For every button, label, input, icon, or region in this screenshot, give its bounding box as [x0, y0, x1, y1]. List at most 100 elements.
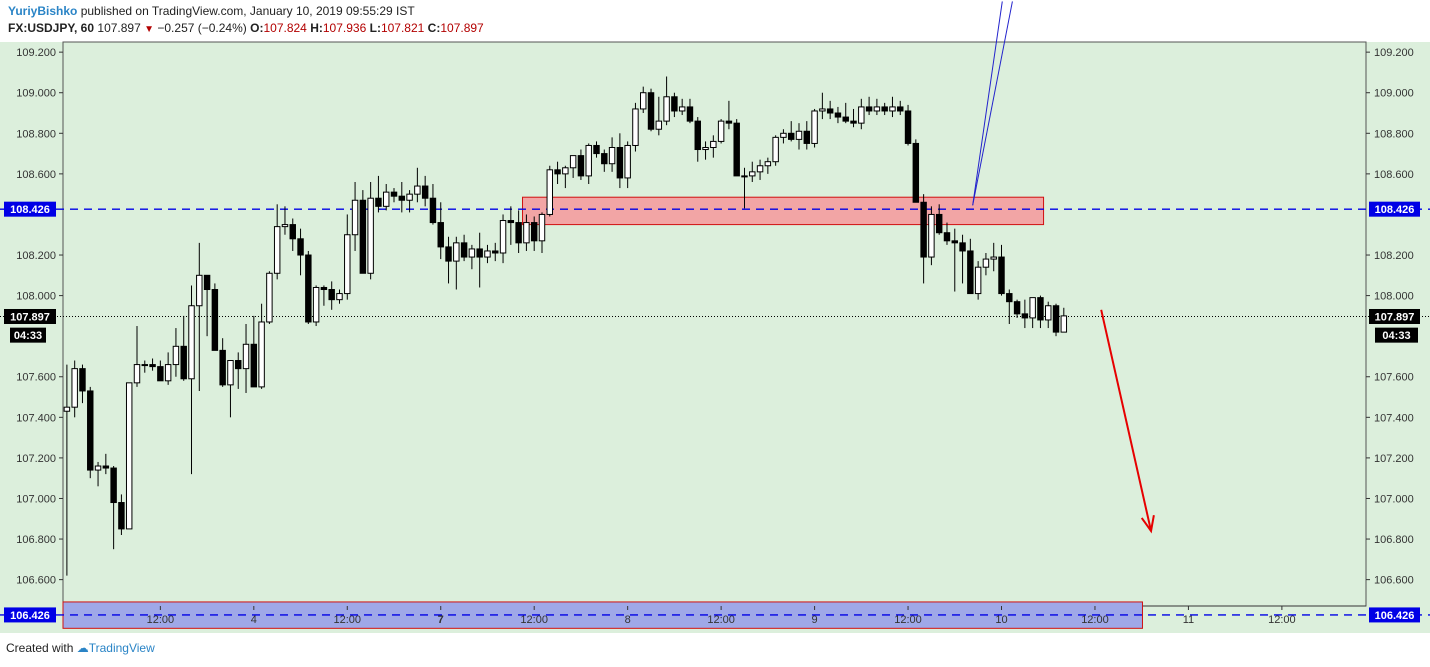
candle-body	[312, 286, 320, 323]
x-tick-label: 8	[625, 614, 631, 626]
candle-7	[118, 494, 125, 535]
candle-body	[1013, 301, 1021, 315]
candle-86	[733, 119, 740, 177]
x-tick-label: 7	[438, 614, 444, 626]
candle-body	[904, 110, 912, 144]
candle-106	[889, 96, 896, 118]
candle-127	[1052, 303, 1060, 337]
y-tick-label-left: 109.000	[16, 88, 56, 100]
candle-62	[546, 165, 554, 217]
candle-72	[624, 141, 631, 189]
candle-body	[460, 242, 468, 258]
candle-116	[967, 238, 974, 295]
candle-body	[897, 106, 904, 112]
candle-53	[476, 232, 483, 288]
candle-body	[499, 220, 507, 254]
y-tick-label-left: 106.600	[16, 575, 56, 587]
candle-41	[382, 184, 390, 211]
tradingview-logo-icon[interactable]: ☁	[76, 641, 89, 655]
candle-body	[928, 213, 935, 258]
y-tick-label-right: 109.200	[1374, 47, 1414, 59]
candle-body	[974, 266, 982, 295]
candle-body	[647, 92, 655, 130]
y-tick-label-right: 108.800	[1374, 128, 1414, 140]
candle-body	[328, 289, 335, 301]
x-tick-label: 12:00	[334, 614, 362, 626]
candle-body	[546, 169, 554, 215]
candle-31	[305, 250, 312, 324]
y-tick-label-right: 107.200	[1374, 453, 1414, 465]
candle-body	[320, 286, 328, 291]
x-tick-label: 12:00	[894, 614, 922, 626]
level-tag-0-left	[4, 201, 56, 217]
y-tick-label-left: 109.200	[16, 47, 56, 59]
candle-85	[725, 100, 733, 130]
y-tick-label-right: 108.200	[1374, 250, 1414, 262]
candle-body	[671, 96, 678, 112]
candle-body	[826, 108, 834, 114]
candle-body	[1052, 305, 1060, 333]
candle-20	[219, 338, 226, 387]
chart-area-bg	[0, 42, 1430, 633]
y-tick-label-right: 108.000	[1374, 291, 1414, 303]
candle-3	[87, 386, 94, 479]
candle-body	[873, 106, 881, 112]
candle-33	[320, 285, 328, 306]
candle-118	[982, 252, 990, 276]
author-name[interactable]: YuriyBishko	[8, 4, 78, 18]
candle-body	[819, 108, 826, 112]
candle-39	[367, 181, 374, 280]
candle-73	[632, 102, 639, 152]
high-value: 107.936	[322, 21, 367, 35]
candle-body	[889, 106, 896, 112]
candle-57	[507, 206, 515, 245]
candle-body	[632, 108, 639, 146]
candle-124	[1029, 297, 1036, 329]
candle-body	[842, 116, 849, 122]
candle-body	[593, 144, 600, 155]
candle-body	[110, 467, 117, 504]
candle-body	[118, 502, 125, 530]
candle-body	[211, 289, 219, 351]
y-tick-label-right: 109.000	[1374, 88, 1414, 100]
down-triangle-icon: ▼	[144, 24, 155, 35]
level-tag-0-text: 108.426	[10, 204, 50, 216]
candle-96	[811, 108, 818, 148]
candle-body	[764, 161, 772, 167]
tradingview-brand[interactable]: TradingView	[88, 641, 155, 655]
candle-22	[235, 352, 242, 389]
low-label: L:	[369, 21, 381, 35]
candle-body	[998, 256, 1005, 295]
candle-69	[601, 149, 608, 172]
candle-body	[515, 222, 522, 244]
candle-46	[421, 175, 429, 207]
candle-44	[406, 190, 413, 213]
candle-24	[250, 315, 258, 388]
candle-body	[1045, 305, 1052, 321]
candle-0	[63, 364, 71, 576]
candle-4	[94, 461, 102, 487]
x-tick-label: 4	[251, 614, 257, 626]
candle-body	[507, 220, 515, 224]
candle-body	[305, 254, 312, 323]
candle-body	[398, 195, 406, 201]
candle-body	[733, 122, 740, 177]
candle-102	[858, 98, 865, 130]
trend-line-2	[972, 1, 1003, 206]
publish-header: YuriyBishko published on TradingView.com…	[8, 4, 415, 18]
candle-body	[717, 120, 725, 142]
candle-body	[585, 144, 592, 177]
candle-80	[686, 98, 694, 124]
last-price-value: 107.897	[97, 21, 141, 35]
candle-body	[133, 364, 141, 384]
candle-body	[421, 185, 429, 199]
candle-body	[569, 155, 577, 169]
candle-13	[164, 352, 172, 385]
candle-126	[1045, 301, 1052, 329]
candle-body	[858, 106, 865, 124]
candle-114	[951, 228, 958, 292]
candle-body	[227, 360, 234, 386]
candle-body	[935, 213, 943, 234]
candle-49	[445, 236, 452, 284]
